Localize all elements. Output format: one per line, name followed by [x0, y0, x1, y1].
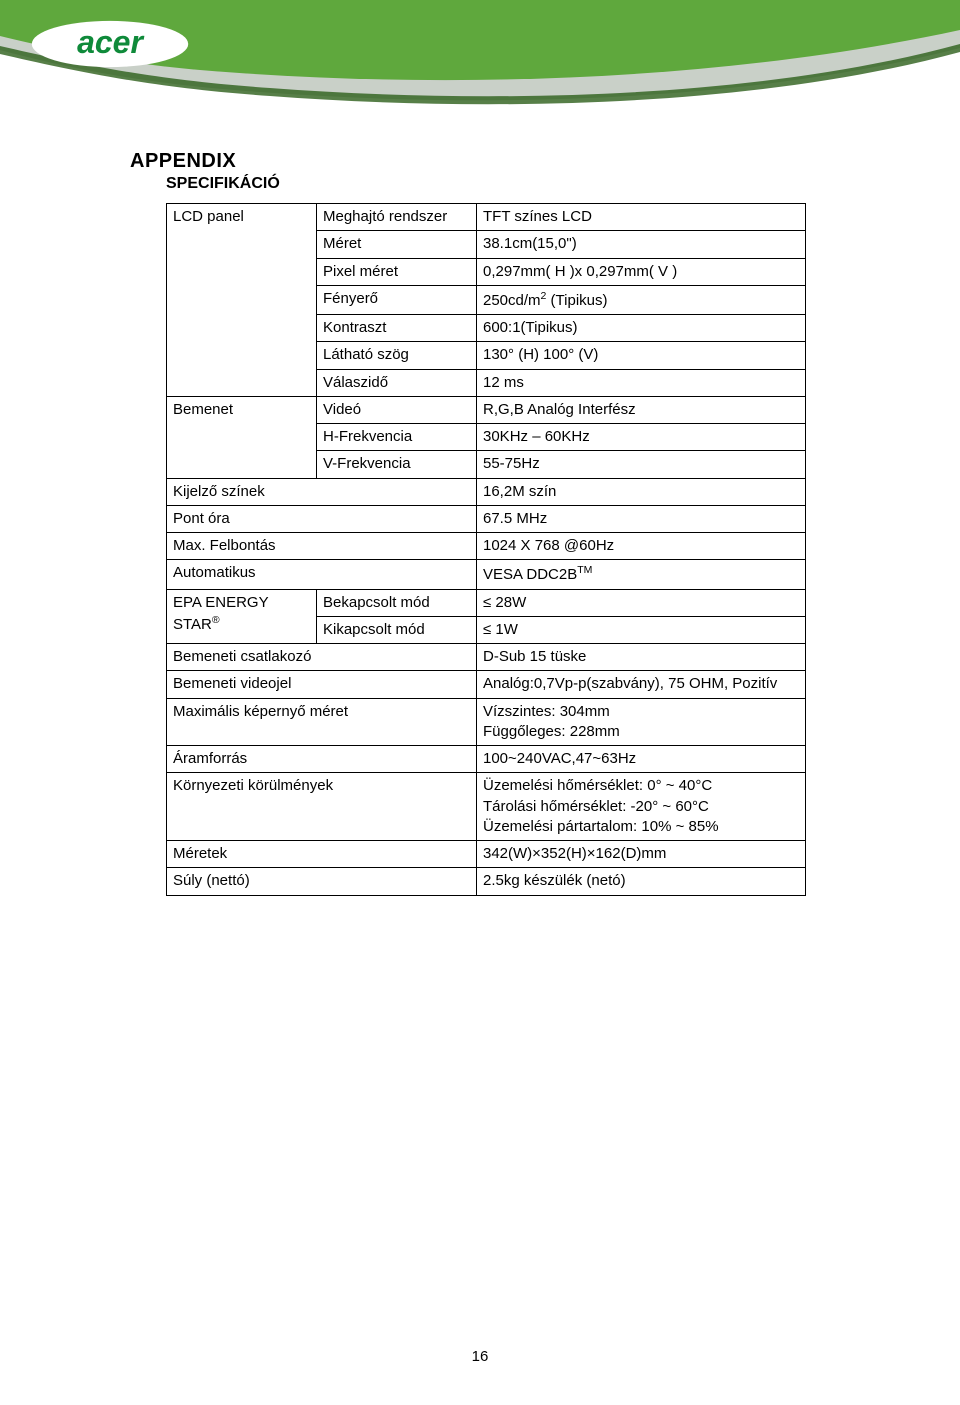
cell-kontraszt-val: 600:1(Tipikus) — [477, 315, 806, 342]
cell-felbontas-label: Max. Felbontás — [167, 533, 477, 560]
cell-meghajto-val: TFT színes LCD — [477, 204, 806, 231]
cell-vfreq-label: V-Frekvencia — [317, 451, 477, 478]
table-row: Áramforrás 100~240VAC,47~63Hz — [167, 746, 806, 773]
cell-meghajto-label: Meghajtó rendszer — [317, 204, 477, 231]
cell-vfreq-val: 55-75Hz — [477, 451, 806, 478]
page-number: 16 — [0, 1348, 960, 1365]
cell-videojel-val: Analóg:0,7Vp-p(szabvány), 75 OHM, Pozití… — [477, 671, 806, 698]
cell-auto-label: Automatikus — [167, 560, 477, 589]
cell-csatlakozo-label: Bemeneti csatlakozó — [167, 644, 477, 671]
fenyero-pre: 250cd/m — [483, 292, 541, 309]
cell-maxkep-label: Maximális képernyő méret — [167, 698, 477, 746]
cell-valaszido-val: 12 ms — [477, 369, 806, 396]
table-row: Automatikus VESA DDC2BTM — [167, 560, 806, 589]
fenyero-post: (Tipikus) — [546, 292, 607, 309]
auto-pre: VESA DDC2B — [483, 566, 577, 583]
cell-energy-on-val: ≤ 28W — [477, 589, 806, 616]
table-row: LCD panel Meghajtó rendszer TFT színes L… — [167, 204, 806, 231]
energy-sup: ® — [212, 614, 220, 626]
spec-table: LCD panel Meghajtó rendszer TFT színes L… — [166, 203, 806, 896]
cell-meret-val: 38.1cm(15,0") — [477, 231, 806, 258]
cell-fenyero-val: 250cd/m2 (Tipikus) — [477, 285, 806, 314]
table-row: Súly (nettó) 2.5kg készülék (netó) — [167, 868, 806, 895]
svg-text:acer: acer — [77, 24, 144, 60]
cell-korny-label: Környezeti körülmények — [167, 773, 477, 841]
page-content: APPENDIX SPECIFIKÁCIÓ LCD panel Meghajtó… — [130, 150, 830, 896]
cell-felbontas-val: 1024 X 768 @60Hz — [477, 533, 806, 560]
table-row: Bemeneti csatlakozó D-Sub 15 tüske — [167, 644, 806, 671]
spec-heading: SPECIFIKÁCIÓ — [166, 175, 830, 193]
cell-hfreq-label: H-Frekvencia — [317, 424, 477, 451]
cell-csatlakozo-val: D-Sub 15 tüske — [477, 644, 806, 671]
cell-valaszido-label: Válaszidő — [317, 369, 477, 396]
table-row: Bemeneti videojel Analóg:0,7Vp-p(szabván… — [167, 671, 806, 698]
table-row: Kijelző színek 16,2M szín — [167, 478, 806, 505]
cell-video-label: Videó — [317, 396, 477, 423]
cell-bemenet-label: Bemenet — [167, 396, 317, 478]
energy-pre: EPA ENERGY STAR — [173, 594, 268, 633]
cell-energy-off-label: Kikapcsolt mód — [317, 616, 477, 643]
cell-meret-label: Méret — [317, 231, 477, 258]
cell-meretek-label: Méretek — [167, 841, 477, 868]
cell-auto-val: VESA DDC2BTM — [477, 560, 806, 589]
cell-lcd-panel-label: LCD panel — [167, 204, 317, 397]
cell-suly-val: 2.5kg készülék (netó) — [477, 868, 806, 895]
cell-korny-val: Üzemelési hőmérséklet: 0° ~ 40°C Tárolás… — [477, 773, 806, 841]
cell-pixel-label: Pixel méret — [317, 258, 477, 285]
cell-suly-label: Súly (nettó) — [167, 868, 477, 895]
cell-lathato-val: 130° (H) 100° (V) — [477, 342, 806, 369]
acer-logo: acer — [30, 16, 190, 72]
cell-pontora-val: 67.5 MHz — [477, 505, 806, 532]
cell-lathato-label: Látható szög — [317, 342, 477, 369]
header-banner: acer — [0, 0, 960, 110]
cell-pontora-label: Pont óra — [167, 505, 477, 532]
cell-aram-label: Áramforrás — [167, 746, 477, 773]
table-row: EPA ENERGY STAR® Bekapcsolt mód ≤ 28W — [167, 589, 806, 616]
cell-video-val: R,G,B Analóg Interfész — [477, 396, 806, 423]
table-row: Bemenet Videó R,G,B Analóg Interfész — [167, 396, 806, 423]
cell-videojel-label: Bemeneti videojel — [167, 671, 477, 698]
cell-energy-off-val: ≤ 1W — [477, 616, 806, 643]
cell-kontraszt-label: Kontraszt — [317, 315, 477, 342]
cell-kijelzo-val: 16,2M szín — [477, 478, 806, 505]
cell-kijelzo-label: Kijelző színek — [167, 478, 477, 505]
table-row: Max. Felbontás 1024 X 768 @60Hz — [167, 533, 806, 560]
table-row: Környezeti körülmények Üzemelési hőmérsé… — [167, 773, 806, 841]
table-row: Maximális képernyő méret Vízszintes: 304… — [167, 698, 806, 746]
cell-energy-label: EPA ENERGY STAR® — [167, 589, 317, 644]
auto-sup: TM — [577, 564, 592, 576]
table-row: Méretek 342(W)×352(H)×162(D)mm — [167, 841, 806, 868]
cell-hfreq-val: 30KHz – 60KHz — [477, 424, 806, 451]
cell-pixel-val: 0,297mm( H )x 0,297mm( V ) — [477, 258, 806, 285]
cell-aram-val: 100~240VAC,47~63Hz — [477, 746, 806, 773]
cell-meretek-val: 342(W)×352(H)×162(D)mm — [477, 841, 806, 868]
cell-energy-on-label: Bekapcsolt mód — [317, 589, 477, 616]
cell-maxkep-val: Vízszintes: 304mm Függőleges: 228mm — [477, 698, 806, 746]
cell-fenyero-label: Fényerő — [317, 285, 477, 314]
appendix-heading: APPENDIX — [130, 150, 830, 173]
table-row: Pont óra 67.5 MHz — [167, 505, 806, 532]
